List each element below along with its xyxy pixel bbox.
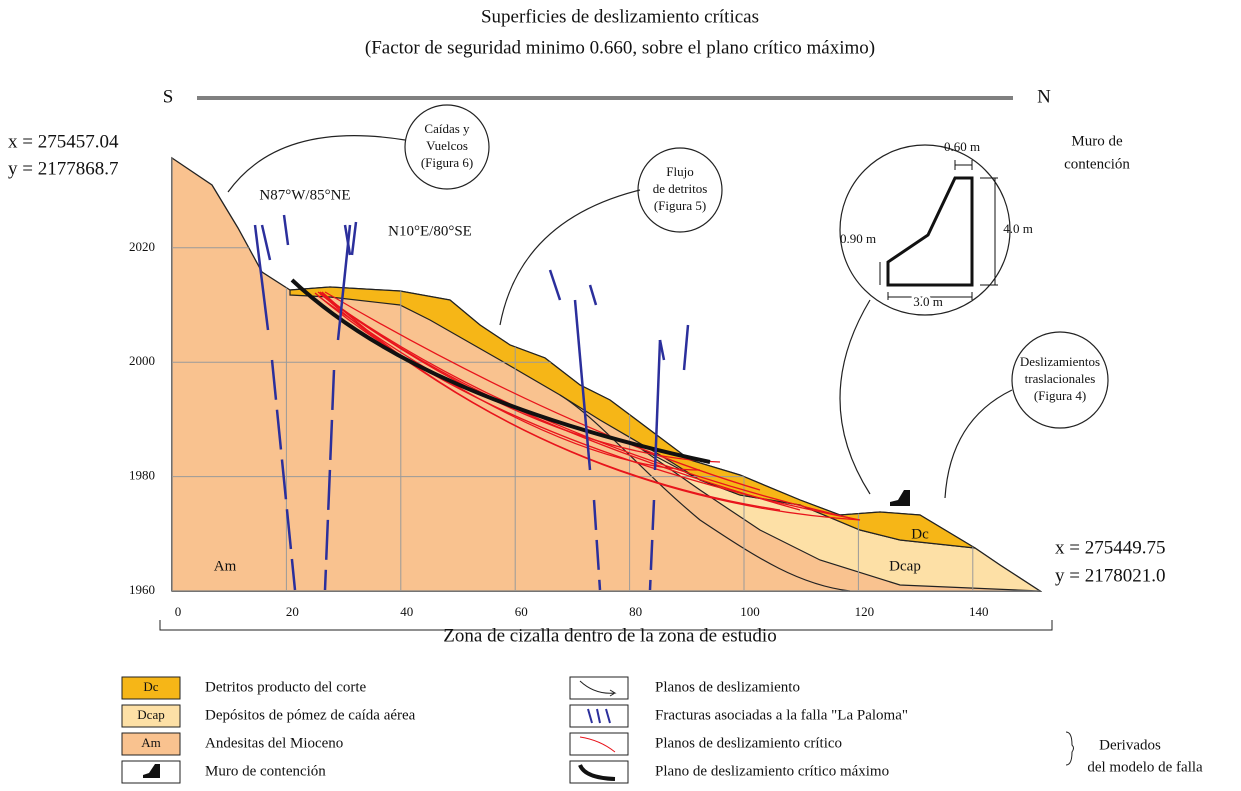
fractures-part (323, 369, 336, 591)
x-tick-label: 140 (969, 604, 989, 619)
callout-text: Vuelcos (426, 138, 468, 153)
legend-swatches-part (578, 764, 616, 781)
legend-swatches-part (1065, 731, 1074, 766)
swatch-label: Dc (143, 679, 158, 694)
coord-end-y: y = 2178021.0 (1055, 565, 1165, 586)
fractures-part (270, 359, 297, 591)
swatch-label: Dcap (137, 707, 164, 722)
fractures-part (648, 499, 656, 591)
fractures-part (573, 299, 592, 471)
y-tick-label: 2000 (129, 353, 155, 368)
callout-text: Caídas y (424, 121, 470, 136)
dim-base: 3.0 m (913, 294, 943, 309)
legend-swatches (121, 676, 1074, 784)
wall-detail (879, 160, 998, 300)
title: Superficies de deslizamiento críticas (481, 6, 759, 27)
axis-bracket (159, 620, 1053, 631)
critical-planes-part (317, 291, 851, 519)
legend-note: del modelo de falla (1087, 759, 1203, 775)
subtitle: (Factor de seguridad minimo 0.660, sobre… (365, 37, 875, 58)
legend-swatches-part (143, 764, 160, 778)
legend-swatches-part (587, 708, 611, 724)
y-tick-label: 1960 (129, 582, 155, 597)
y-tick-label: 2020 (129, 239, 155, 254)
callout-arcs-part (839, 299, 871, 495)
fractures-part (260, 214, 690, 371)
wall-title: contención (1064, 156, 1130, 172)
legend-swatches-part (121, 704, 181, 728)
callout-text: Flujo (666, 164, 693, 179)
legend-label: Detritos producto del corte (205, 679, 367, 695)
x-tick-label: 0 (175, 604, 182, 619)
coord-start-x: x = 275457.04 (8, 131, 119, 152)
x-tick-label: 100 (740, 604, 760, 619)
layer-label: Dc (911, 526, 929, 542)
fractures-part (253, 224, 270, 331)
x-axis-label: Zona de cizalla dentro de la zona de est… (443, 625, 776, 646)
legend-label: Plano de deslizamiento crítico máximo (655, 763, 889, 779)
wall-detail-part (879, 160, 998, 300)
fractures-part (592, 499, 602, 591)
profile-end: N (1037, 86, 1051, 107)
profile-start: S (163, 86, 174, 107)
callout-arcs-part (637, 147, 723, 233)
wall-title: Muro de (1071, 133, 1123, 149)
callout-arcs-part (944, 389, 1013, 499)
section-part (559, 394, 851, 592)
legend-note: Derivados (1099, 737, 1161, 753)
callout-arcs-part (404, 104, 490, 190)
legend-label: Planos de deslizamiento crítico (655, 735, 842, 751)
callout-arcs (227, 104, 1109, 499)
x-tick-label: 20 (286, 604, 299, 619)
legend-label: Depósitos de pómez de caída aérea (205, 707, 416, 723)
fracture-label: N87°W/85°NE (259, 187, 350, 203)
callout-text: Deslizamientos (1020, 354, 1100, 369)
legend-label: Muro de contención (205, 763, 326, 779)
swatch-label: Am (141, 735, 161, 750)
x-tick-label: 80 (629, 604, 642, 619)
callout-arcs-part (227, 135, 406, 193)
x-tick-label: 60 (515, 604, 528, 619)
callout-text: (Figura 5) (654, 198, 706, 213)
legend-label: Planos de deslizamiento (655, 679, 800, 695)
layer-label: Dcap (889, 558, 921, 574)
callout-text: (Figura 6) (421, 155, 473, 170)
legend-swatches-part (569, 732, 629, 756)
wall-detail-part (886, 176, 974, 287)
legend-swatches-part (569, 760, 629, 784)
callout-text: traslacionales (1025, 371, 1096, 386)
callout-arcs-part (499, 189, 641, 326)
y-tick-label: 1980 (129, 468, 155, 483)
fracture-label: N10°E/80°SE (388, 223, 472, 239)
coord-end-x: x = 275449.75 (1055, 537, 1165, 558)
layer-label: Am (214, 558, 237, 574)
dim-step: 0.90 m (840, 231, 876, 246)
critical-planes-part (317, 295, 701, 471)
legend-swatches-part (579, 680, 617, 697)
critical-planes-part (324, 291, 761, 491)
legend-label: Andesitas del Mioceno (205, 735, 343, 751)
dim-height: 4.0 m (1003, 221, 1033, 236)
max-critical-plane (290, 278, 711, 464)
callout-arcs-part (839, 144, 1011, 316)
x-tick-label: 40 (400, 604, 413, 619)
coord-start-y: y = 2177868.7 (8, 158, 118, 179)
legend-swatches-part (569, 676, 629, 700)
dim-top: 0.60 m (944, 139, 980, 154)
callout-text: de detritos (653, 181, 708, 196)
legend-swatches-part (121, 676, 181, 700)
legend-swatches-part (121, 732, 181, 756)
legend-swatches-part (579, 736, 616, 753)
wall-icon (890, 490, 910, 506)
critical-planes-part (319, 293, 721, 463)
fractures (253, 214, 690, 591)
section-part (289, 286, 976, 549)
x-tick-label: 120 (855, 604, 875, 619)
callout-text: (Figura 4) (1034, 388, 1086, 403)
fractures-part (653, 339, 662, 471)
callout-arcs-part (1011, 331, 1109, 429)
legend-label: Fracturas asociadas a la falla "La Palom… (655, 707, 908, 723)
section (171, 156, 1043, 592)
